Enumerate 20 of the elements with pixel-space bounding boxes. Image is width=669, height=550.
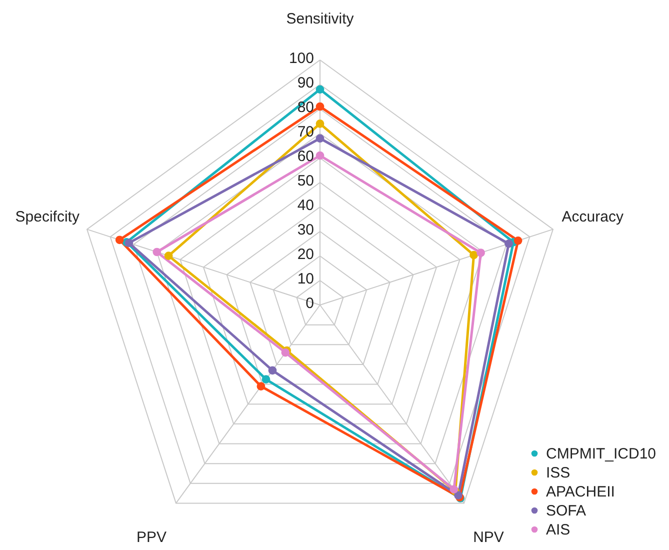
spoke-label: Specifcity [15, 208, 80, 226]
spoke-label: Sensitivity [286, 10, 354, 28]
legend-label: SOFA [546, 502, 586, 520]
y-tick-label: 0 [306, 295, 314, 312]
spoke-label: NPV [473, 528, 504, 546]
spoke-label: Accuracy [562, 208, 624, 226]
legend-label: ISS [546, 464, 570, 482]
spoke-label: PPV [136, 528, 167, 546]
legend-label: AIS [546, 522, 570, 538]
y-tick-label: 30 [297, 222, 314, 238]
y-tick-label: 80 [297, 99, 314, 116]
y-tick-label: 40 [297, 197, 314, 214]
y-tick-label: 20 [297, 246, 314, 263]
legend-label: APACHEII [546, 484, 615, 500]
y-tick-label: 10 [297, 270, 314, 288]
y-tick-label: 60 [297, 148, 314, 165]
y-tick-label: 50 [297, 172, 314, 190]
y-tick-label: 100 [288, 50, 314, 67]
y-tick-label: 90 [297, 74, 314, 92]
legend-label: CMPMIT_ICD10 [546, 446, 656, 462]
